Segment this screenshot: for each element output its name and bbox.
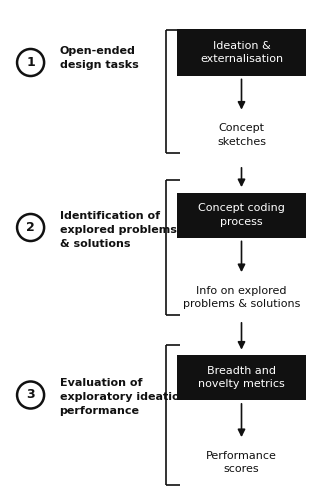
Text: 1: 1 [26, 56, 35, 69]
Bar [177, 355, 306, 400]
Text: 2: 2 [26, 221, 35, 234]
Text: Performance
scores: Performance scores [206, 451, 277, 474]
Bar [177, 192, 306, 238]
Text: Breadth and
novelty metrics: Breadth and novelty metrics [198, 366, 285, 389]
Text: 3: 3 [26, 388, 35, 402]
Text: Concept
sketches: Concept sketches [217, 124, 266, 146]
Text: Ideation &
externalisation: Ideation & externalisation [200, 41, 283, 64]
Text: Open-ended
design tasks: Open-ended design tasks [60, 46, 138, 70]
Text: Evaluation of
exploratory ideation
performance: Evaluation of exploratory ideation perfo… [60, 378, 187, 416]
Text: Info on explored
problems & solutions: Info on explored problems & solutions [183, 286, 300, 309]
Text: Concept coding
process: Concept coding process [198, 204, 285, 227]
Text: Identification of
explored problems
& solutions: Identification of explored problems & so… [60, 211, 176, 249]
Bar [177, 28, 306, 76]
